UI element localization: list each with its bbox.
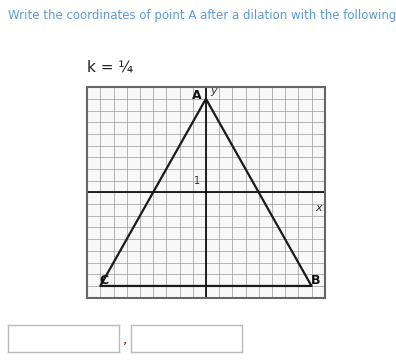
Text: B: B [311,274,320,287]
Text: A: A [192,89,202,102]
Text: Write the coordinates of point A after a dilation with the following scale facto: Write the coordinates of point A after a… [8,9,396,22]
Text: C: C [100,274,109,287]
Text: 1: 1 [194,176,200,186]
Text: x: x [315,203,322,213]
Text: ,: , [122,333,127,346]
Text: y: y [211,86,217,95]
Text: k = ¼: k = ¼ [87,60,133,75]
